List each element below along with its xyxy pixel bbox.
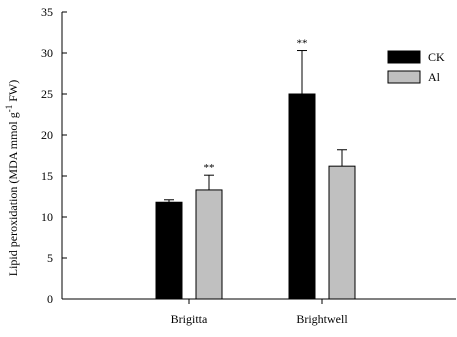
legend-swatch-ck — [387, 50, 421, 64]
legend-label-al: Al — [428, 70, 441, 84]
x-tick-label: Brigitta — [171, 312, 208, 326]
y-tick-label: 35 — [41, 5, 53, 19]
y-axis-label-tail: FW) — [6, 80, 20, 105]
plot-area: 0 5 10 15 20 25 30 35 Brigitta ** Brightwell ** CK Al — [41, 5, 456, 326]
x-tick-label: Brightwell — [296, 312, 348, 326]
bar-al-brightwell — [328, 165, 356, 300]
y-tick-label: 15 — [41, 169, 53, 183]
legend-label-ck: CK — [428, 50, 445, 64]
y-axis-label-main: Lipid peroxidation (MDA mmol g — [6, 112, 20, 276]
bar-ck-brigitta — [155, 201, 183, 300]
bar-ck-brightwell — [288, 93, 316, 300]
y-axis-label-superscript: -1 — [4, 105, 14, 113]
y-tick-label: 30 — [41, 46, 53, 60]
significance-label: ** — [297, 38, 308, 50]
y-axis-label: Lipid peroxidation (MDA mmol g-1 FW) — [4, 80, 20, 277]
y-tick-label: 0 — [47, 292, 53, 306]
y-tick-label: 10 — [41, 210, 53, 224]
legend-swatch-al — [387, 70, 421, 84]
bar-al-brigitta — [195, 189, 223, 300]
y-tick-label: 5 — [47, 251, 53, 265]
y-tick-label: 25 — [41, 87, 53, 101]
significance-label: ** — [204, 162, 215, 174]
y-tick-label: 20 — [41, 128, 53, 142]
